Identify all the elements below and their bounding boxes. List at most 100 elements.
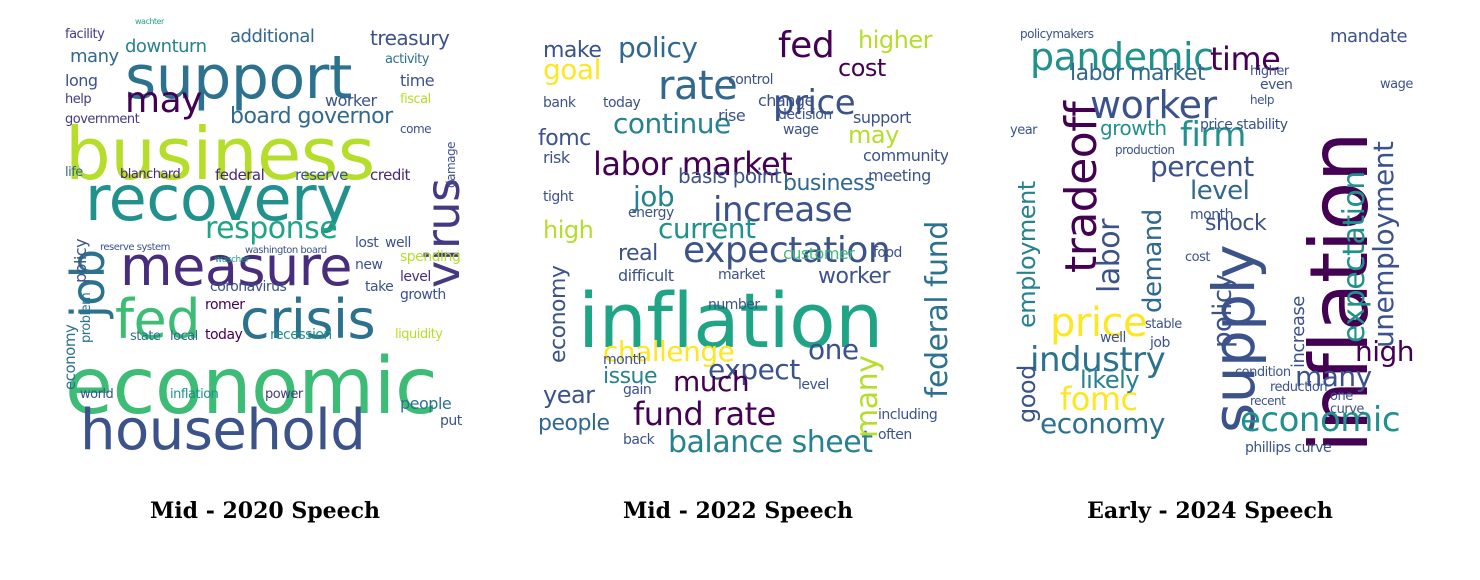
- cloud-word: may: [848, 121, 899, 149]
- cloud-word: economic: [1240, 400, 1401, 440]
- cloud-word: policymakers: [1020, 27, 1094, 41]
- cloud-word: month: [1190, 207, 1233, 223]
- word-cloud-2022: inflation labor market expectation increase…: [528, 18, 948, 458]
- cloud-word: production: [1115, 143, 1175, 157]
- cloud-word: take: [365, 279, 394, 295]
- cloud-word: downturn: [125, 36, 207, 57]
- cloud-word: people: [538, 411, 610, 436]
- cloud-word: growth: [1100, 116, 1167, 140]
- cloud-word: fomc: [1060, 380, 1138, 418]
- cloud-word: many: [70, 46, 119, 67]
- cloud-word: real: [618, 241, 658, 266]
- cloud-word: time: [1210, 40, 1281, 78]
- cloud-word: economy: [546, 265, 571, 363]
- cloud-word: spending: [400, 249, 461, 265]
- cloud-word: even: [1260, 77, 1293, 93]
- cloud-word: growth: [400, 287, 446, 303]
- cloud-word: meeting: [868, 166, 931, 185]
- cloud-word: activity: [385, 52, 429, 67]
- cloud-word: reduction: [1270, 380, 1328, 395]
- cloud-word: fomc: [538, 126, 591, 151]
- cloud-word: economic: [65, 342, 438, 432]
- cloud-word: help: [1250, 93, 1274, 107]
- word-cloud-2024: inflation supply tradeoff pandemic worker pri…: [1000, 18, 1420, 458]
- caption-2022: Mid - 2022 Speech: [622, 498, 854, 524]
- cloud-word: including: [878, 407, 938, 423]
- cloud-word: risk: [543, 148, 570, 167]
- cloud-word: world: [80, 387, 114, 402]
- cloud-word: often: [878, 427, 912, 443]
- cloud-word: percent: [1150, 150, 1254, 183]
- cloud-word: much: [673, 365, 750, 398]
- cloud-word: coronavirus: [210, 279, 287, 295]
- cloud-word: challenge: [603, 335, 735, 368]
- cloud-word: crisis: [240, 288, 376, 351]
- word-cloud-panel-2020: economic business recovery support household…: [55, 18, 475, 458]
- cloud-word: rise: [718, 106, 746, 125]
- cloud-word: shock: [1205, 211, 1267, 236]
- cloud-word: treasury: [370, 26, 450, 50]
- cloud-word: market: [718, 267, 765, 283]
- cloud-word: high: [543, 216, 594, 244]
- cloud-word: make: [543, 38, 602, 63]
- cloud-word: increase: [1288, 296, 1309, 368]
- cloud-word: facility: [65, 27, 105, 42]
- cloud-word: well: [385, 235, 411, 251]
- cloud-word: one: [1330, 389, 1353, 404]
- cloud-word: put: [440, 413, 462, 429]
- cloud-word: romer: [205, 297, 245, 313]
- cloud-word: higher: [858, 26, 932, 54]
- cloud-word: household: [80, 398, 366, 459]
- cloud-word: job: [633, 180, 675, 213]
- cloud-word: bank: [543, 95, 576, 111]
- cloud-word: likely: [1080, 366, 1140, 394]
- cloud-word: local: [170, 329, 198, 344]
- cloud-word: current: [658, 212, 756, 245]
- cloud-word: back: [623, 432, 655, 448]
- cloud-word: wage: [1380, 77, 1413, 92]
- cloud-word: customer: [783, 244, 855, 263]
- cloud-word: worker: [325, 91, 377, 110]
- word-cloud-panel-2024: inflation supply tradeoff pandemic worker pri…: [1000, 18, 1420, 458]
- cloud-word: level: [400, 269, 431, 285]
- cloud-word: power: [265, 387, 303, 402]
- cloud-word: come: [400, 122, 432, 136]
- cloud-word: cost: [838, 54, 886, 82]
- cloud-word: liquidity: [395, 327, 443, 342]
- cloud-word: lost: [355, 235, 379, 251]
- cloud-word: continue: [613, 107, 731, 140]
- word-cloud-panel-2022: inflation labor market expectation increase…: [528, 18, 948, 458]
- cloud-word: policy: [1208, 274, 1238, 348]
- cloud-word: worker: [1090, 83, 1217, 127]
- cloud-word: policy: [71, 238, 90, 283]
- word-cloud-2020: economic business recovery support household…: [55, 18, 475, 458]
- cloud-word: federal: [215, 166, 265, 184]
- cloud-word: phillips curve: [1245, 440, 1332, 456]
- cloud-word: issue: [603, 364, 658, 389]
- cloud-word: price: [773, 83, 856, 123]
- cloud-word: basis point: [678, 164, 782, 188]
- cloud-word: level: [798, 377, 829, 393]
- cloud-word: response: [205, 211, 338, 246]
- cloud-word: wage: [783, 122, 819, 138]
- cloud-word: fiscal: [400, 92, 431, 107]
- cloud-word: higher: [1250, 64, 1289, 79]
- cloud-word: decision: [778, 107, 832, 123]
- cloud-word: control: [728, 72, 774, 88]
- cloud-word: many: [850, 355, 885, 438]
- cloud-word: long: [65, 71, 98, 90]
- cloud-word: stable: [1145, 317, 1182, 332]
- cloud-word: support: [125, 43, 352, 113]
- cloud-word: expectation: [1337, 171, 1372, 343]
- cloud-word: one: [808, 333, 859, 366]
- cloud-word: employment: [1013, 181, 1041, 328]
- cloud-word: tight: [543, 189, 574, 205]
- cloud-word: fed: [115, 288, 201, 351]
- cloud-word: pandemic: [1030, 35, 1214, 79]
- cloud-word: labor market: [593, 145, 793, 183]
- cloud-word: many: [1295, 360, 1372, 393]
- cloud-word: board governor: [230, 104, 393, 129]
- cloud-word: change: [758, 91, 814, 110]
- cloud-word: firm: [1180, 115, 1246, 155]
- cloud-word: community: [863, 146, 948, 165]
